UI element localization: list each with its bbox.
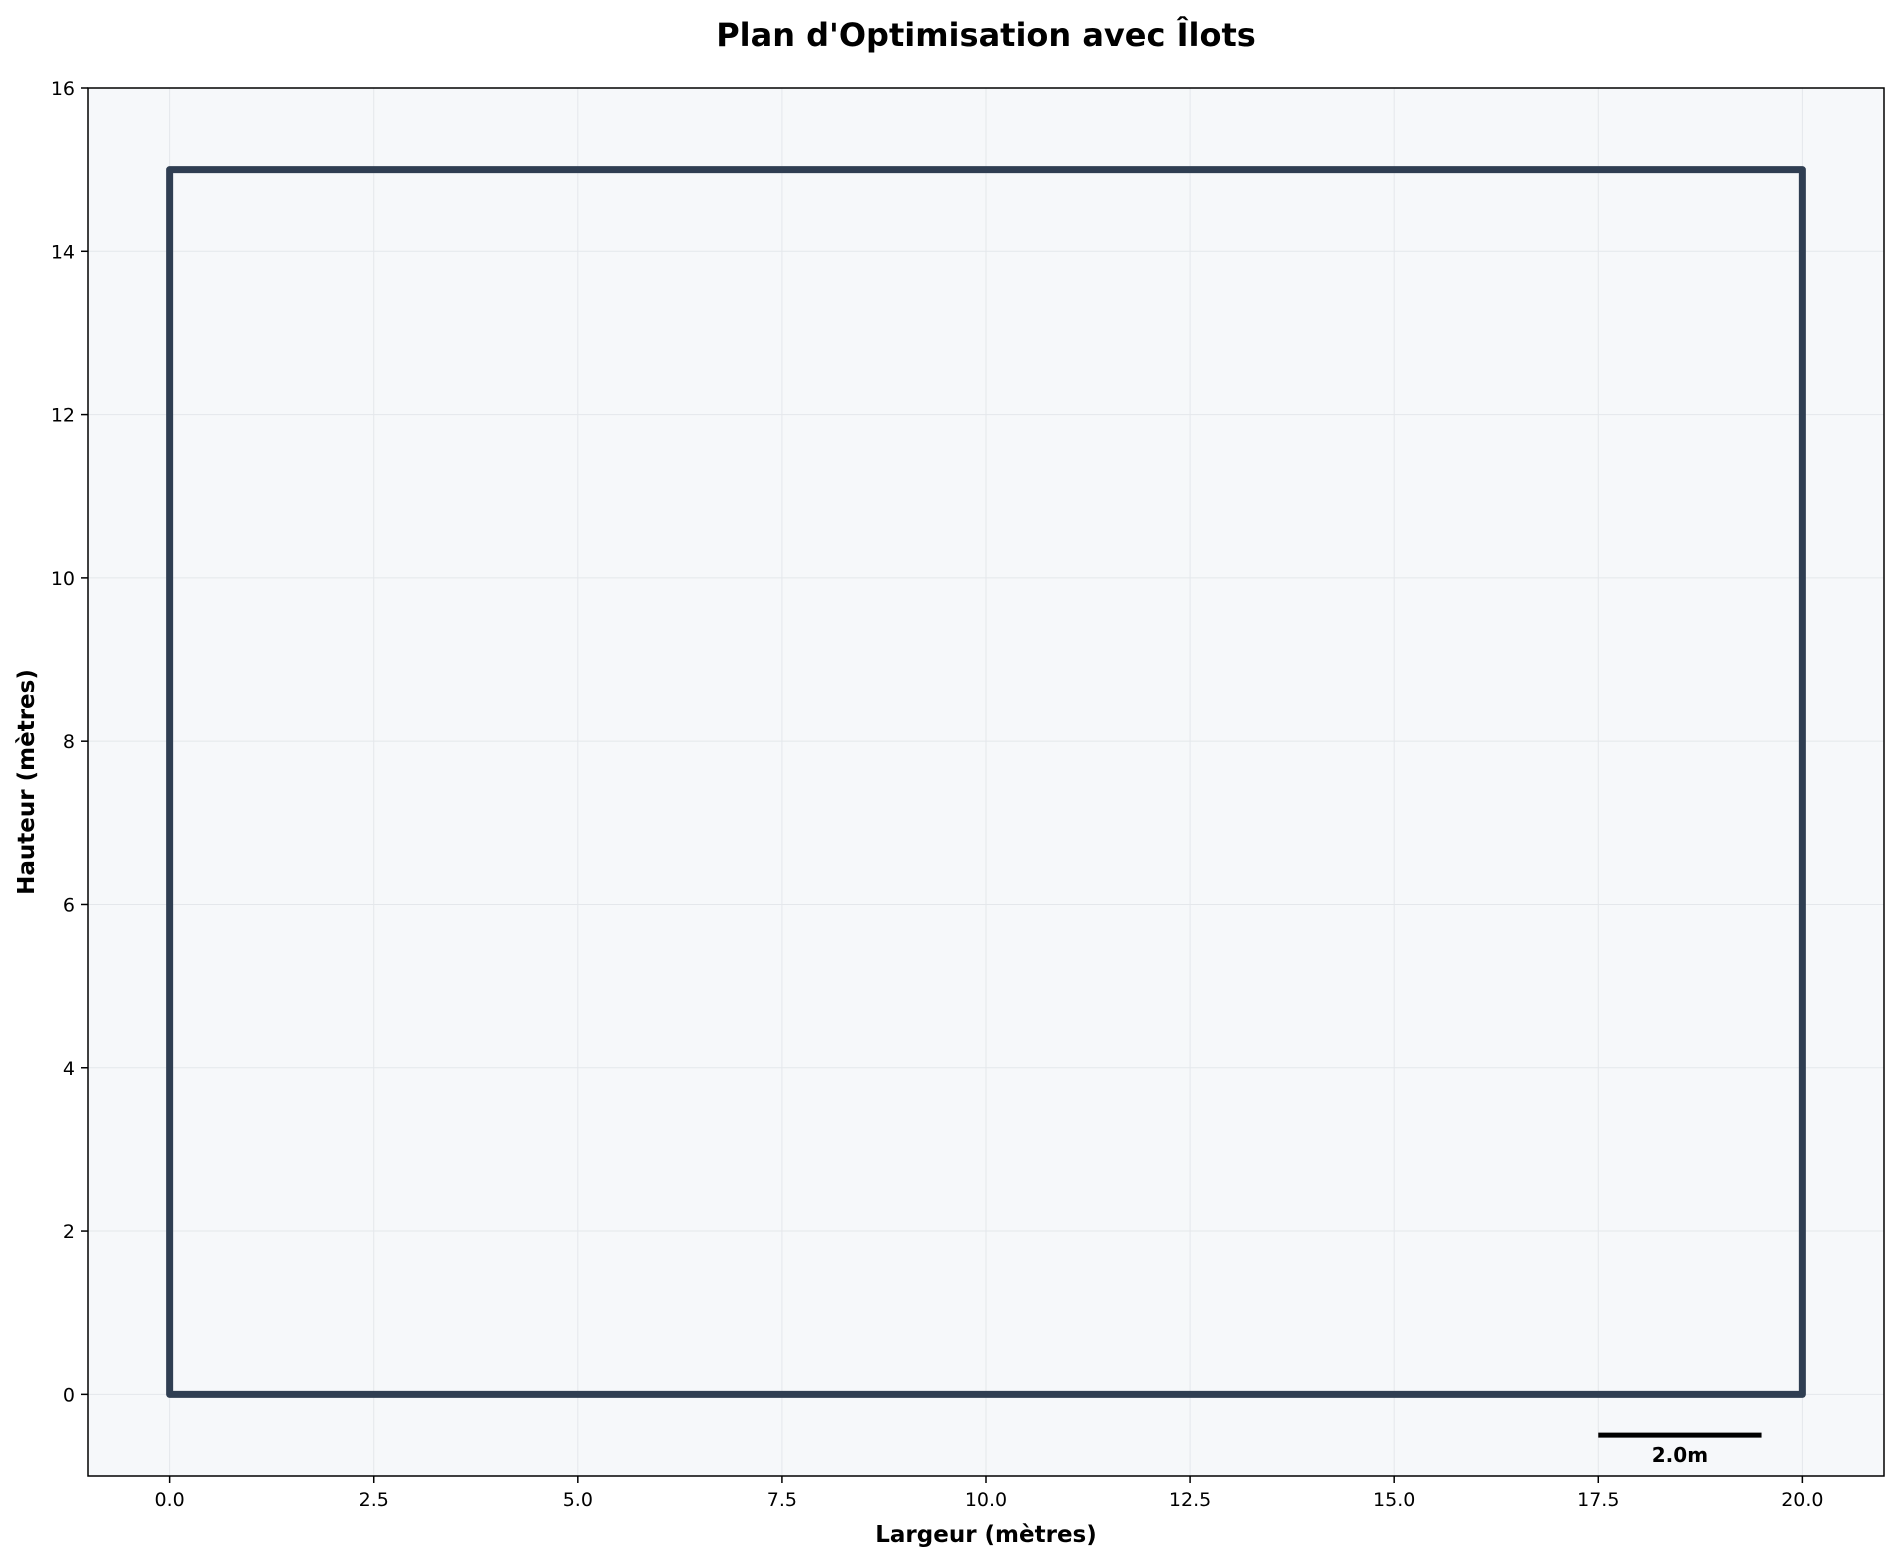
x-tick-label-5: 12.5 xyxy=(1169,1489,1211,1511)
scale-bar-group: 2.0m xyxy=(1598,1432,1762,1467)
x-tick-label-2: 5.0 xyxy=(563,1489,593,1511)
y-tick-label-4: 8 xyxy=(63,731,75,753)
y-tick-label-8: 16 xyxy=(51,78,75,100)
y-tick-label-7: 14 xyxy=(51,241,75,263)
x-tick-label-7: 17.5 xyxy=(1577,1489,1619,1511)
y-tick-label-2: 4 xyxy=(63,1058,75,1080)
y-tick-label-5: 10 xyxy=(51,568,75,590)
y-tick-label-3: 6 xyxy=(63,894,75,916)
y-axis-label: Hauteur (mètres) xyxy=(14,669,40,895)
chart-title: Plan d'Optimisation avec Îlots xyxy=(716,16,1256,54)
x-tick-label-8: 20.0 xyxy=(1781,1489,1823,1511)
y-tick-label-6: 12 xyxy=(51,405,75,427)
x-axis-label: Largeur (mètres) xyxy=(875,1522,1097,1548)
x-tick-label-6: 15.0 xyxy=(1373,1489,1415,1511)
x-tick-label-3: 7.5 xyxy=(767,1489,797,1511)
x-tick-label-0: 0.0 xyxy=(155,1489,185,1511)
x-axis-ticks: 0.0 2.5 5.0 7.5 10.0 12.5 15.0 17.5 20.0 xyxy=(155,1476,1824,1511)
scale-bar-label: 2.0m xyxy=(1652,1443,1708,1467)
y-axis-ticks: 0 2 4 6 8 10 12 14 16 xyxy=(51,78,88,1406)
series-line-0 xyxy=(166,166,1806,1398)
x-tick-label-4: 10.0 xyxy=(965,1489,1007,1511)
y-tick-label-0: 0 xyxy=(63,1384,75,1406)
series-layer xyxy=(166,166,1806,1398)
y-tick-label-1: 2 xyxy=(63,1221,75,1243)
x-tick-label-1: 2.5 xyxy=(359,1489,389,1511)
